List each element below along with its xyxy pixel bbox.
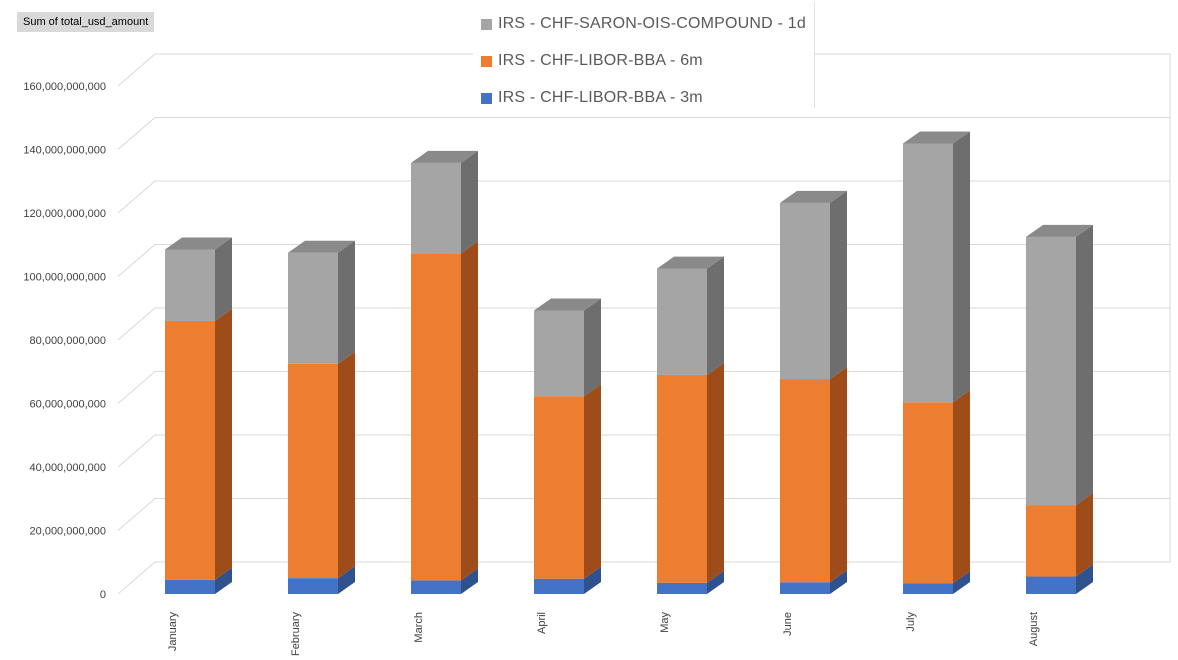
bar-february-irs-chf-saron-ois-compound-1d-top	[288, 240, 355, 253]
bar-august-irs-chf-saron-ois-compound-1d-top	[1026, 224, 1093, 237]
bar-april-irs-chf-saron-ois-compound-1d-front	[534, 310, 584, 397]
x-tick-label: March	[413, 612, 425, 643]
x-axis: January February March April May June July Augu…	[167, 612, 1040, 657]
legend-item-libor-6m: IRS - CHF-LIBOR-BBA - 6m	[481, 49, 703, 73]
bar-february-irs-chf-saron-ois-compound-1d-front	[288, 252, 338, 364]
y-axis: 0 20,000,000,000 40,000,000,000 60,000,000,…	[23, 81, 106, 601]
legend-swatch-saron-1d	[481, 18, 492, 30]
y-tick-label: 80,000,000,000	[30, 335, 106, 347]
bar-july-irs-chf-libor-bba-6m-front	[903, 402, 953, 584]
value-field-button[interactable]: Sum of total_usd_amount	[17, 12, 155, 32]
bar-august-irs-chf-libor-bba-6m-side	[1076, 493, 1093, 577]
legend-label-libor-6m: IRS - CHF-LIBOR-BBA - 6m	[498, 52, 703, 69]
bar-may-irs-chf-libor-bba-3m-side	[707, 570, 724, 594]
bar-february-irs-chf-libor-bba-3m-front	[288, 578, 338, 594]
chart-legend: IRS - CHF-SARON-OIS-COMPOUND - 1d IRS - …	[473, 2, 815, 108]
bar-march-irs-chf-saron-ois-compound-1d-side	[461, 150, 478, 254]
bar-april-irs-chf-libor-bba-3m-front	[534, 578, 584, 594]
y-tick-label: 140,000,000,000	[23, 145, 106, 157]
bar-march-irs-chf-saron-ois-compound-1d-top	[411, 150, 478, 163]
bar-january-irs-chf-saron-ois-compound-1d-side	[215, 237, 232, 321]
bar-august-irs-chf-libor-bba-3m-front	[1026, 576, 1076, 594]
y-tick-label: 20,000,000,000	[30, 526, 106, 538]
x-tick-label: February	[290, 612, 302, 657]
bar-june-irs-chf-saron-ois-compound-1d-top	[780, 190, 847, 203]
bar-march-irs-chf-libor-bba-3m-side	[461, 568, 478, 594]
bar-march-irs-chf-libor-bba-6m-front	[411, 253, 461, 581]
y-tick-label: 120,000,000,000	[23, 208, 106, 220]
bar-january-irs-chf-saron-ois-compound-1d-front	[165, 249, 215, 321]
gridline	[117, 53, 1170, 87]
bar-february-irs-chf-libor-bba-6m-side	[338, 351, 355, 579]
legend-item-libor-3m: IRS - CHF-LIBOR-BBA - 3m	[481, 86, 703, 110]
bar-april-irs-chf-libor-bba-3m-side	[584, 566, 601, 594]
bar-march-irs-chf-saron-ois-compound-1d-front	[411, 162, 461, 254]
x-tick-label: August	[1028, 612, 1040, 646]
x-tick-label: April	[536, 612, 548, 634]
legend-swatch-libor-3m	[481, 92, 492, 104]
bar-august-irs-chf-saron-ois-compound-1d-front	[1026, 236, 1076, 506]
gridline	[117, 561, 1170, 595]
bar-april-irs-chf-libor-bba-6m-side	[584, 384, 601, 579]
bar-july-irs-chf-libor-bba-6m-side	[953, 390, 970, 584]
gridline	[117, 307, 1170, 341]
y-tick-label: 100,000,000,000	[23, 272, 106, 284]
x-tick-label: May	[659, 612, 671, 633]
gridlines	[117, 53, 1171, 595]
bar-june-irs-chf-libor-bba-6m-front	[780, 379, 830, 583]
legend-swatch-libor-6m	[481, 55, 492, 67]
bar-july-irs-chf-saron-ois-compound-1d-front	[903, 143, 953, 403]
bar-march-irs-chf-libor-bba-3m-front	[411, 580, 461, 594]
bar-february-irs-chf-libor-bba-3m-side	[338, 566, 355, 594]
legend-label-libor-3m: IRS - CHF-LIBOR-BBA - 3m	[498, 89, 703, 106]
bar-april-irs-chf-saron-ois-compound-1d-side	[584, 298, 601, 397]
bar-april-irs-chf-saron-ois-compound-1d-top	[534, 298, 601, 311]
bar-july-irs-chf-libor-bba-3m-side	[953, 571, 970, 594]
bar-january-irs-chf-saron-ois-compound-1d-top	[165, 237, 232, 250]
bar-august-irs-chf-libor-bba-6m-front	[1026, 505, 1076, 577]
bar-august-irs-chf-saron-ois-compound-1d-side	[1076, 224, 1093, 506]
gridline	[117, 498, 1170, 531]
bar-may-irs-chf-libor-bba-6m-front	[657, 374, 707, 583]
bar-february-irs-chf-saron-ois-compound-1d-side	[338, 240, 355, 364]
bar-may-irs-chf-libor-bba-6m-side	[707, 362, 724, 583]
x-tick-label: January	[167, 612, 179, 652]
bar-march-irs-chf-libor-bba-6m-side	[461, 241, 478, 581]
bar-july-irs-chf-saron-ois-compound-1d-side	[953, 131, 970, 403]
legend-item-saron-1d: IRS - CHF-SARON-OIS-COMPOUND - 1d	[481, 12, 806, 36]
bar-may-irs-chf-libor-bba-3m-front	[657, 582, 707, 594]
y-tick-label: 40,000,000,000	[30, 462, 106, 474]
bar-july-irs-chf-saron-ois-compound-1d-top	[903, 131, 970, 144]
bar-june-irs-chf-saron-ois-compound-1d-side	[830, 190, 847, 380]
legend-label-saron-1d: IRS - CHF-SARON-OIS-COMPOUND - 1d	[498, 15, 806, 32]
y-tick-label: 160,000,000,000	[23, 81, 106, 93]
bar-january-irs-chf-libor-bba-6m-front	[165, 320, 215, 580]
bar-june-irs-chf-libor-bba-3m-front	[780, 582, 830, 594]
bar-february-irs-chf-libor-bba-6m-front	[288, 363, 338, 579]
bar-may-irs-chf-saron-ois-compound-1d-top	[657, 256, 724, 269]
bar-may-irs-chf-saron-ois-compound-1d-front	[657, 268, 707, 375]
bar-may-irs-chf-saron-ois-compound-1d-side	[707, 256, 724, 375]
x-tick-label: July	[905, 612, 917, 632]
bar-july-irs-chf-libor-bba-3m-front	[903, 583, 953, 594]
gridline	[117, 180, 1170, 214]
gridline	[117, 117, 1170, 150]
bar-april-irs-chf-libor-bba-6m-front	[534, 396, 584, 579]
bar-january-irs-chf-libor-bba-3m-front	[165, 579, 215, 594]
bar-january-irs-chf-libor-bba-3m-side	[215, 567, 232, 594]
gridline	[117, 434, 1170, 468]
gridline	[117, 371, 1170, 404]
bars	[165, 131, 1093, 594]
bar-january-irs-chf-libor-bba-6m-side	[215, 308, 232, 580]
x-tick-label: June	[782, 612, 794, 636]
bar-august-irs-chf-libor-bba-3m-side	[1076, 564, 1093, 594]
bar-june-irs-chf-libor-bba-6m-side	[830, 367, 847, 583]
bar-june-irs-chf-saron-ois-compound-1d-front	[780, 202, 830, 380]
bar-june-irs-chf-libor-bba-3m-side	[830, 570, 847, 594]
gridline	[117, 244, 1170, 277]
y-tick-label: 0	[100, 589, 106, 601]
y-tick-label: 60,000,000,000	[30, 399, 106, 411]
